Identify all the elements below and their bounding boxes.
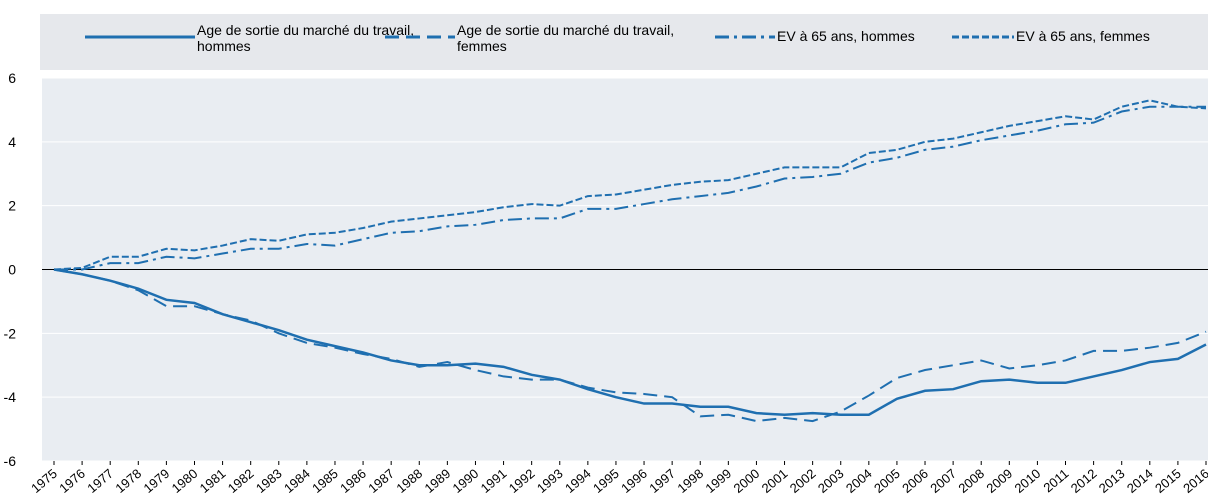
legend-item: EV à 65 ans, femmes [952,22,1208,44]
x-tick-label: 1986 [337,466,369,496]
x-tick-label: 2015 [1152,466,1184,496]
legend-label: EV à 65 ans, femmes [1016,28,1150,44]
x-tick-label: 1991 [478,466,510,496]
line-series [54,105,1206,271]
legend-label: EV à 65 ans, hommes [777,28,915,44]
legend-item: EV à 65 ans, hommes [715,22,1007,44]
x-tick-label: 1975 [28,466,60,496]
x-tick-label: 1978 [112,466,144,496]
x-tick-label: 2010 [1012,466,1044,496]
x-tick-label: 1987 [365,466,397,496]
x-tick-label: 2016 [1180,466,1208,496]
x-tick-label: 1996 [618,466,650,496]
line-series [53,268,1207,423]
x-tick-label: 1979 [141,466,173,496]
legend-swatch [715,35,775,39]
y-tick-label: -4 [4,389,17,405]
legend-swatch [85,35,195,39]
legend-label: Age de sortie du marché du travail, homm… [197,22,415,54]
y-tick-label: -2 [4,325,17,341]
x-tick-label: 1977 [84,466,116,496]
x-tick-label: 2013 [1096,466,1128,496]
x-tick-label: 2001 [759,466,791,496]
x-tick-label: 2007 [927,466,959,496]
x-tick-label: 1990 [450,466,482,496]
x-tick-label: 1998 [674,466,706,496]
x-tick-label: 1981 [197,466,229,496]
x-tick-label: 1984 [281,466,313,496]
x-tick-label: 1985 [309,466,341,496]
y-tick-label: 0 [8,262,16,278]
x-tick-label: 1982 [225,466,257,496]
legend-swatch [385,35,455,39]
x-tick-label: 2003 [815,466,847,496]
x-tick-label: 2012 [1068,466,1100,496]
y-tick-label: 4 [8,134,16,150]
x-tick-label: 1989 [421,466,453,496]
legend-item: Age de sortie du marché du travail, homm… [85,22,417,54]
x-tick-label: 1995 [590,466,622,496]
legend-label: Age de sortie du marché du travail, femm… [457,22,675,54]
x-tick-label: 1976 [56,466,88,496]
x-tick-label: 1993 [534,466,566,496]
x-tick-label: 2005 [871,466,903,496]
legend: Age de sortie du marché du travail, homm… [40,14,1208,70]
line-series [53,268,1207,416]
line-series [53,99,1207,271]
x-tick-label: 1997 [646,466,678,496]
x-tick-label: 2002 [787,466,819,496]
legend-swatch [952,35,1014,39]
x-tick-label: 2014 [1124,466,1156,496]
x-tick-label: 2008 [955,466,987,496]
y-tick-label: 6 [8,70,16,86]
x-tick-label: 1988 [393,466,425,496]
x-tick-label: 2011 [1040,466,1071,495]
y-tick-label: 2 [8,198,16,214]
x-tick-label: 2000 [731,466,763,496]
x-tick-label: 1994 [562,466,594,496]
x-tick-label: 1992 [506,466,538,496]
x-tick-label: 2009 [983,466,1015,496]
x-tick-label: 1999 [702,466,734,496]
x-tick-label: 1983 [253,466,285,496]
x-tick-label: 2004 [843,466,875,496]
legend-item: Age de sortie du marché du travail, femm… [385,22,677,54]
x-tick-label: 1980 [169,466,201,496]
y-tick-label: -6 [4,453,17,469]
x-tick-label: 2006 [899,466,931,496]
